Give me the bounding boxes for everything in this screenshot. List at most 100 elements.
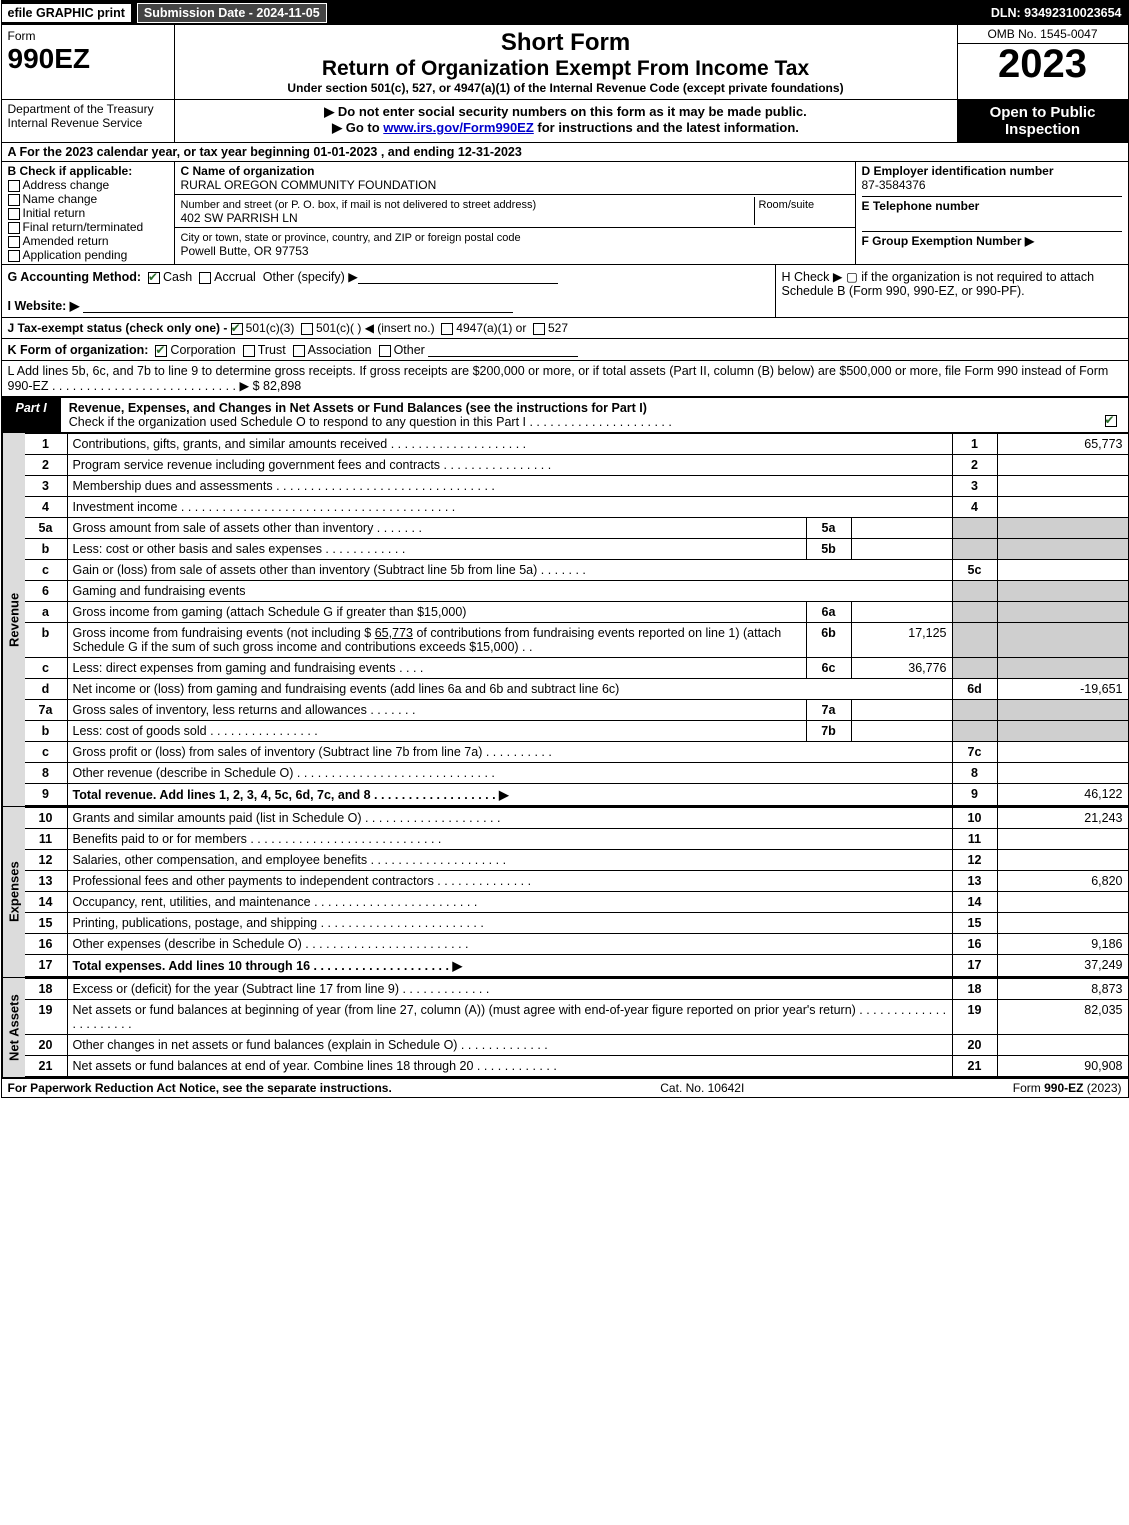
line-8: 8Other revenue (describe in Schedule O) … [25, 763, 1128, 784]
section-bcd-row: B Check if applicable: Address change Na… [2, 162, 1128, 265]
line-21: 21Net assets or fund balances at end of … [25, 1056, 1128, 1077]
short-form-title: Short Form [183, 29, 949, 57]
line-5c: cGain or (loss) from sale of assets othe… [25, 560, 1128, 581]
page-footer: For Paperwork Reduction Act Notice, see … [2, 1079, 1128, 1097]
checkbox-accrual[interactable] [199, 272, 211, 284]
l6b-pre: Gross income from fundraising events (no… [73, 626, 375, 640]
section-a-text: A For the 2023 calendar year, or tax yea… [8, 145, 522, 159]
efile-print-label[interactable]: efile GRAPHIC print [2, 4, 133, 22]
top-bar: efile GRAPHIC print Submission Date - 20… [2, 1, 1128, 25]
checkbox-name-change[interactable] [8, 194, 20, 206]
line-7c: cGross profit or (loss) from sales of in… [25, 742, 1128, 763]
header-right: OMB No. 1545-0047 2023 [957, 25, 1128, 99]
expenses-table: 10Grants and similar amounts paid (list … [25, 807, 1128, 977]
website-input[interactable] [83, 298, 513, 313]
form-number: 990EZ [8, 43, 168, 75]
expenses-section: Expenses 10Grants and similar amounts pa… [2, 807, 1128, 978]
checkbox-527[interactable] [533, 323, 545, 335]
section-l: L Add lines 5b, 6c, and 7b to line 9 to … [2, 361, 1128, 398]
org-name-cell: C Name of organization RURAL OREGON COMM… [175, 162, 855, 195]
checkbox-schedule-o-part-i[interactable] [1105, 415, 1117, 427]
k-other: Other [394, 343, 425, 357]
part-i-title: Revenue, Expenses, and Changes in Net As… [69, 401, 647, 415]
j-501c3: 501(c)(3) [246, 321, 295, 335]
ein-label: D Employer identification number [862, 164, 1054, 178]
dept-label: Department of the Treasury [8, 102, 168, 116]
l17-desc: Total expenses. Add lines 10 through 16 … [73, 959, 463, 973]
org-name: RURAL OREGON COMMUNITY FOUNDATION [181, 178, 437, 192]
section-b-label: B Check if applicable: [8, 164, 133, 178]
dept-treasury: Department of the Treasury Internal Reve… [2, 100, 175, 142]
section-b: B Check if applicable: Address change Na… [2, 162, 175, 264]
checkbox-trust[interactable] [243, 345, 255, 357]
directive-goto: ▶ Go to www.irs.gov/Form990EZ for instru… [179, 120, 953, 136]
line-19: 19Net assets or fund balances at beginni… [25, 1000, 1128, 1035]
city-value: Powell Butte, OR 97753 [181, 244, 309, 258]
g-label: G Accounting Method: [8, 270, 142, 284]
directives: ▶ Do not enter social security numbers o… [175, 100, 957, 142]
line-7a: 7aGross sales of inventory, less returns… [25, 700, 1128, 721]
line-6a: aGross income from gaming (attach Schedu… [25, 602, 1128, 623]
checkbox-corporation[interactable] [155, 345, 167, 357]
under-section-text: Under section 501(c), 527, or 4947(a)(1)… [183, 81, 949, 95]
l-amount: 82,898 [263, 379, 301, 393]
line-9: 9Total revenue. Add lines 1, 2, 3, 4, 5c… [25, 784, 1128, 806]
checkbox-501c3[interactable] [231, 323, 243, 335]
sidebar-revenue: Revenue [2, 433, 25, 806]
opt-name-change: Name change [23, 192, 98, 206]
line-20: 20Other changes in net assets or fund ba… [25, 1035, 1128, 1056]
k-trust: Trust [258, 343, 286, 357]
line-5a: 5aGross amount from sale of assets other… [25, 518, 1128, 539]
footer-right-pre: Form [1013, 1081, 1044, 1095]
checkbox-4947[interactable] [441, 323, 453, 335]
form-990ez-page: efile GRAPHIC print Submission Date - 20… [1, 0, 1129, 1098]
group-exemption-label: F Group Exemption Number ▶ [862, 234, 1035, 248]
street-value: 402 SW PARRISH LN [181, 211, 298, 225]
line-10: 10Grants and similar amounts paid (list … [25, 808, 1128, 829]
section-g: G Accounting Method: Cash Accrual Other … [2, 265, 775, 317]
section-j: J Tax-exempt status (check only one) - 5… [2, 318, 1128, 339]
footer-center: Cat. No. 10642I [660, 1081, 744, 1095]
checkbox-501c[interactable] [301, 323, 313, 335]
j-4947: 4947(a)(1) or [456, 321, 526, 335]
checkbox-application-pending[interactable] [8, 250, 20, 262]
footer-right-form: 990-EZ [1044, 1081, 1083, 1095]
l-text: L Add lines 5b, 6c, and 7b to line 9 to … [8, 364, 1109, 393]
line-6c: cLess: direct expenses from gaming and f… [25, 658, 1128, 679]
g-accrual: Accrual [214, 270, 256, 284]
line-7b: bLess: cost of goods sold . . . . . . . … [25, 721, 1128, 742]
tax-year: 2023 [958, 44, 1128, 84]
line-12: 12Salaries, other compensation, and empl… [25, 850, 1128, 871]
footer-right-post: (2023) [1083, 1081, 1121, 1095]
irs-link[interactable]: www.irs.gov/Form990EZ [383, 120, 534, 135]
footer-left: For Paperwork Reduction Act Notice, see … [8, 1081, 392, 1095]
k-association: Association [308, 343, 372, 357]
submission-date-button[interactable]: Submission Date - 2024-11-05 [137, 3, 327, 23]
line-4: 4Investment income . . . . . . . . . . .… [25, 497, 1128, 518]
checkbox-cash[interactable] [148, 272, 160, 284]
opt-final-return: Final return/terminated [23, 220, 144, 234]
i-website-label: I Website: ▶ [8, 299, 80, 313]
checkbox-address-change[interactable] [8, 180, 20, 192]
checkbox-association[interactable] [293, 345, 305, 357]
checkbox-other-org[interactable] [379, 345, 391, 357]
part-i-label: Part I [2, 398, 61, 432]
section-d: D Employer identification number 87-3584… [856, 162, 1128, 264]
opt-address-change: Address change [23, 178, 110, 192]
line-3: 3Membership dues and assessments . . . .… [25, 476, 1128, 497]
directive-ssn: ▶ Do not enter social security numbers o… [179, 104, 953, 120]
checkbox-initial-return[interactable] [8, 208, 20, 220]
line-6: 6Gaming and fundraising events [25, 581, 1128, 602]
street-label: Number and street (or P. O. box, if mail… [181, 199, 537, 211]
street-cell: Number and street (or P. O. box, if mail… [175, 195, 855, 228]
line-6d: dNet income or (loss) from gaming and fu… [25, 679, 1128, 700]
net-assets-table: 18Excess or (deficit) for the year (Subt… [25, 978, 1128, 1077]
checkbox-final-return[interactable] [8, 222, 20, 234]
form-header: Form 990EZ Short Form Return of Organiza… [2, 25, 1128, 100]
g-other-input[interactable] [358, 269, 558, 284]
l9-desc: Total revenue. Add lines 1, 2, 3, 4, 5c,… [73, 788, 509, 802]
k-other-input[interactable] [428, 342, 578, 357]
part-i-header: Part I Revenue, Expenses, and Changes in… [2, 398, 1128, 433]
checkbox-amended-return[interactable] [8, 236, 20, 248]
telephone-label: E Telephone number [862, 199, 980, 213]
